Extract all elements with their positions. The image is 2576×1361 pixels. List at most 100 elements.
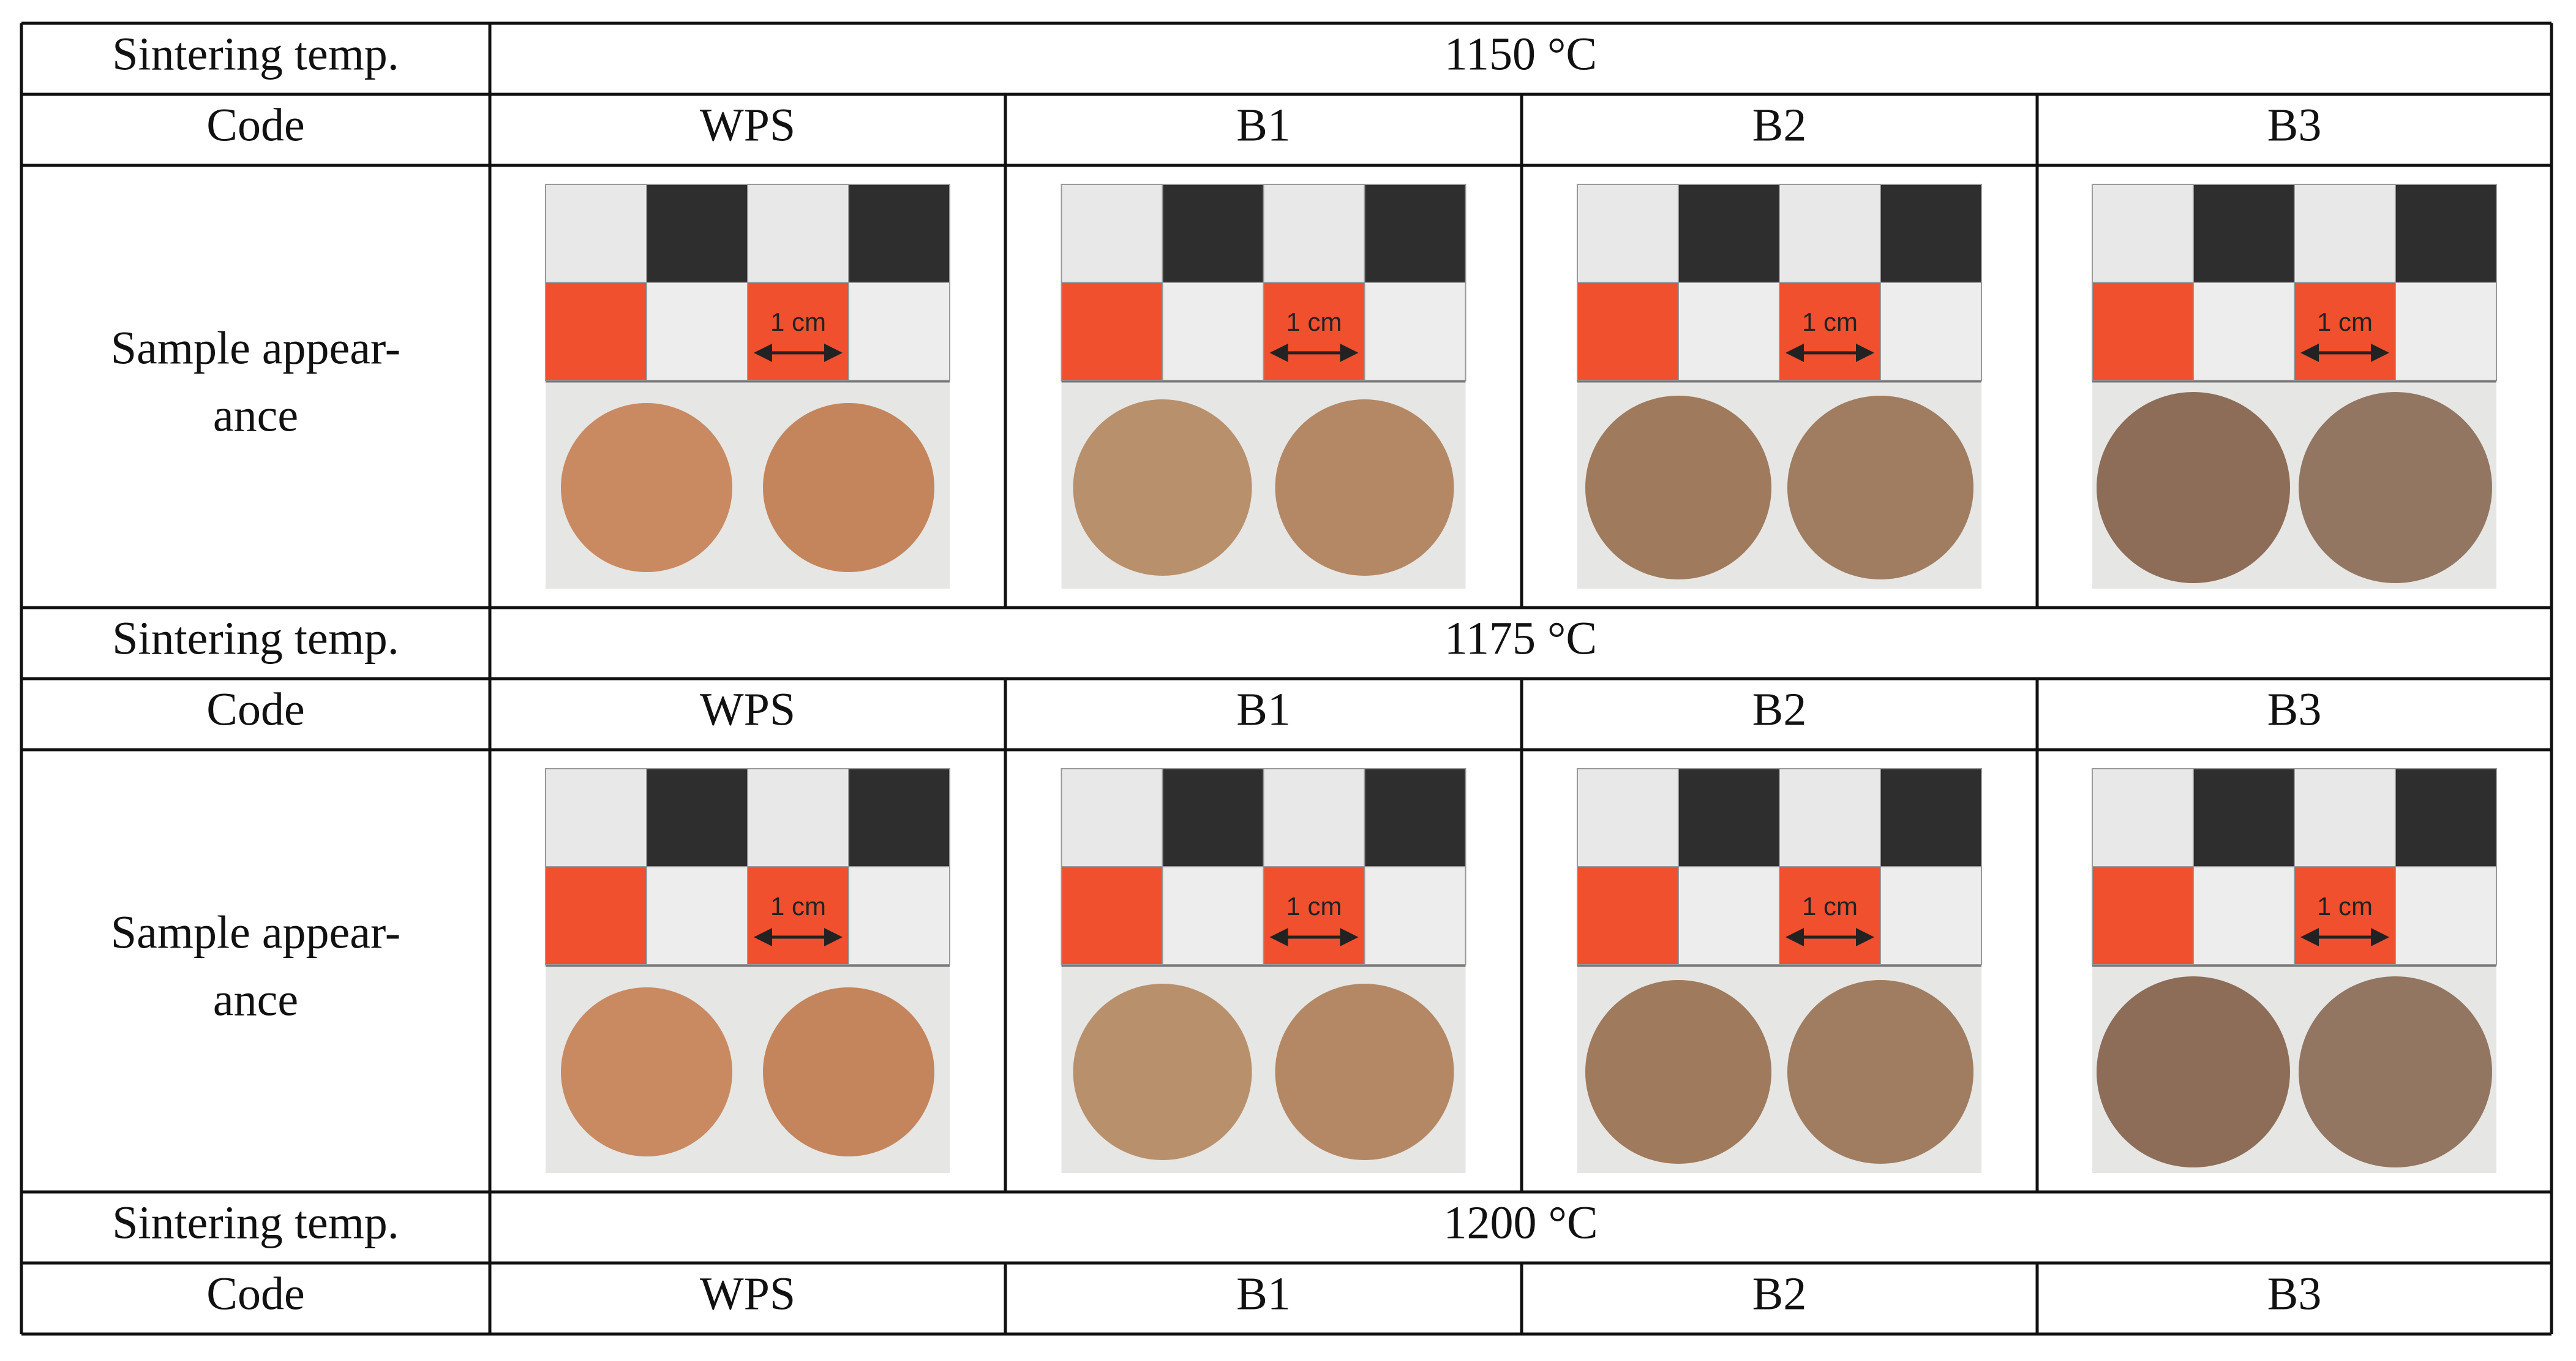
scale-label: 1 cm bbox=[770, 307, 826, 336]
checker bbox=[1364, 768, 1466, 867]
row-label: Sintering temp. bbox=[112, 1197, 399, 1248]
sample-code: WPS bbox=[700, 99, 795, 151]
checker bbox=[2193, 866, 2295, 965]
checker bbox=[1678, 184, 1780, 283]
checker bbox=[1880, 282, 1982, 381]
row-label: ance bbox=[213, 974, 298, 1025]
checker bbox=[1779, 184, 1881, 283]
checker bbox=[1061, 866, 1163, 965]
checker bbox=[1678, 768, 1780, 867]
sample-code: WPS bbox=[700, 684, 795, 735]
sample-photo: 1 cm bbox=[1577, 768, 1982, 1173]
checker bbox=[2294, 768, 2396, 867]
row-label: ance bbox=[213, 390, 298, 441]
sample-ball bbox=[2299, 976, 2492, 1167]
checker bbox=[1678, 866, 1780, 965]
sample-code: B1 bbox=[1236, 99, 1291, 151]
temperature: 1200 °C bbox=[1443, 1197, 1598, 1248]
row-label: Sample appear- bbox=[111, 322, 400, 374]
checker bbox=[2395, 282, 2497, 381]
sample-photo: 1 cm bbox=[1061, 768, 1466, 1173]
sample-ball bbox=[763, 403, 934, 572]
sample-ball bbox=[1275, 984, 1454, 1160]
checker bbox=[2193, 184, 2295, 283]
sample-ball bbox=[561, 403, 732, 572]
checker bbox=[646, 768, 748, 867]
checker bbox=[1162, 768, 1264, 867]
checker bbox=[1364, 282, 1466, 381]
checker bbox=[2092, 282, 2194, 381]
checker bbox=[1880, 866, 1982, 965]
row-label: Code bbox=[206, 684, 304, 735]
checker bbox=[747, 866, 849, 965]
checker bbox=[646, 866, 748, 965]
checker bbox=[1577, 282, 1679, 381]
checker bbox=[848, 282, 950, 381]
scale-label: 1 cm bbox=[1286, 307, 1342, 336]
checker bbox=[1880, 768, 1982, 867]
checker bbox=[1678, 282, 1780, 381]
temperature: 1175 °C bbox=[1444, 613, 1597, 664]
checker bbox=[747, 282, 849, 381]
checker bbox=[848, 768, 950, 867]
sample-photo: 1 cm bbox=[2092, 768, 2497, 1173]
sample-ball bbox=[1073, 984, 1252, 1160]
row-label: Sample appear- bbox=[111, 907, 400, 958]
sample-code: WPS bbox=[700, 1268, 795, 1319]
checker bbox=[1162, 282, 1264, 381]
sample-code: B2 bbox=[1752, 1268, 1807, 1319]
checker bbox=[747, 768, 849, 867]
checker bbox=[1577, 184, 1679, 283]
checker bbox=[1061, 282, 1163, 381]
sample-ball bbox=[763, 987, 934, 1156]
checker bbox=[848, 866, 950, 965]
sample-photo: 1 cm bbox=[545, 184, 950, 589]
checker bbox=[1162, 866, 1264, 965]
sample-ball bbox=[2097, 976, 2290, 1167]
checker bbox=[2294, 184, 2396, 283]
checker bbox=[1263, 184, 1365, 283]
sample-photo: 1 cm bbox=[2092, 184, 2497, 589]
checker bbox=[1779, 282, 1881, 381]
checker bbox=[1364, 866, 1466, 965]
sample-ball bbox=[1787, 980, 1973, 1164]
scale-label: 1 cm bbox=[1802, 307, 1858, 336]
checker bbox=[2092, 866, 2194, 965]
temperature: 1150 °C bbox=[1444, 28, 1597, 80]
checker bbox=[2092, 768, 2194, 867]
checker bbox=[2193, 768, 2295, 867]
scale-label: 1 cm bbox=[2317, 892, 2373, 921]
row-label: Sintering temp. bbox=[112, 613, 399, 664]
sample-ball bbox=[2299, 392, 2492, 583]
sample-photo: 1 cm bbox=[1577, 184, 1982, 589]
scale-label: 1 cm bbox=[2317, 307, 2373, 336]
scale-label: 1 cm bbox=[1802, 892, 1858, 921]
checker bbox=[1880, 184, 1982, 283]
checker bbox=[545, 184, 647, 283]
checker bbox=[1162, 184, 1264, 283]
row-label: Code bbox=[206, 1268, 304, 1319]
checker bbox=[2092, 184, 2194, 283]
checker bbox=[2395, 184, 2497, 283]
sample-code: B3 bbox=[2267, 684, 2322, 735]
sample-ball bbox=[561, 987, 732, 1156]
checker bbox=[646, 184, 748, 283]
checker bbox=[1364, 184, 1466, 283]
row-label: Sintering temp. bbox=[112, 28, 399, 80]
checker bbox=[848, 184, 950, 283]
scale-label: 1 cm bbox=[770, 892, 826, 921]
sample-code: B3 bbox=[2267, 99, 2322, 151]
checker bbox=[2395, 768, 2497, 867]
sample-photo: 1 cm bbox=[545, 768, 950, 1173]
sample-ball bbox=[1275, 399, 1454, 576]
sample-ball bbox=[1585, 980, 1771, 1164]
checker bbox=[1263, 866, 1365, 965]
scale-label: 1 cm bbox=[1286, 892, 1342, 921]
checker bbox=[747, 184, 849, 283]
sample-code: B1 bbox=[1236, 1268, 1291, 1319]
checker bbox=[1263, 282, 1365, 381]
checker bbox=[1577, 768, 1679, 867]
checker bbox=[2395, 866, 2497, 965]
checker bbox=[1779, 768, 1881, 867]
